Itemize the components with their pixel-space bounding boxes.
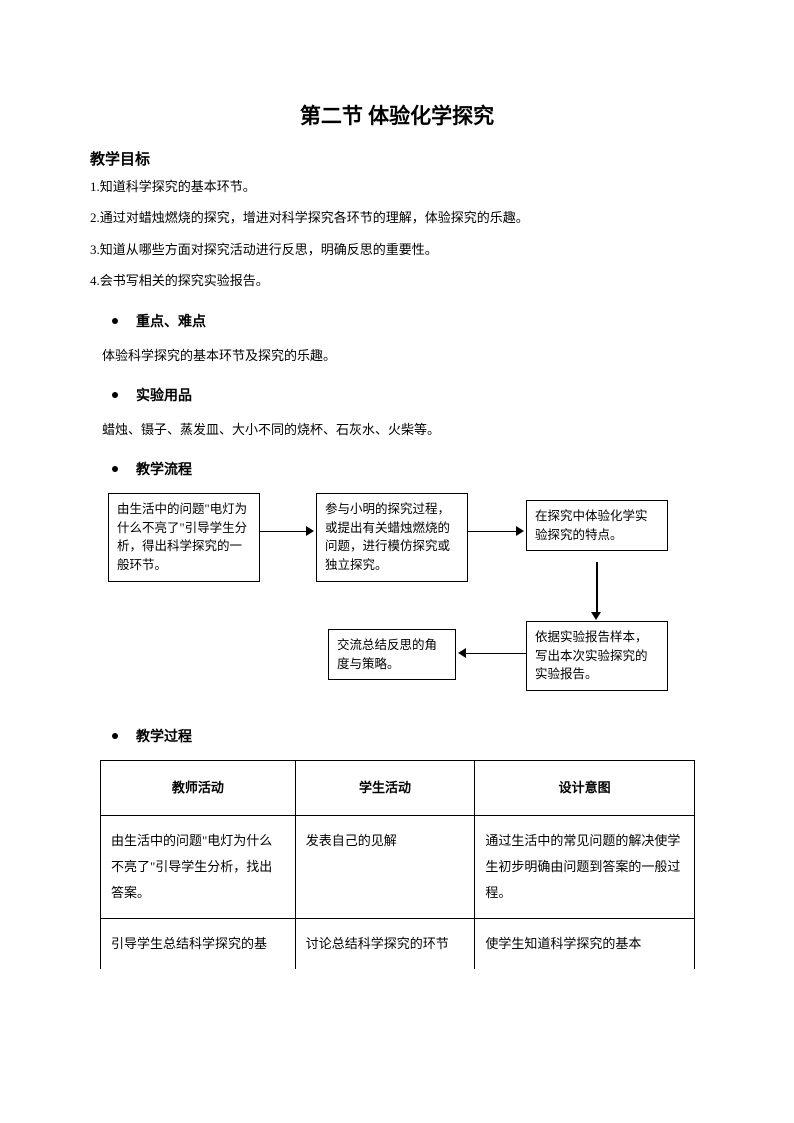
goal-2: 2.通过对蜡烛燃烧的探究，增进对科学探究各环节的理解，体验探究的乐趣。 bbox=[90, 206, 704, 229]
cell-r1c3: 通过生活中的常见问题的解决使学生初步明确由问题到答案的一般过程。 bbox=[475, 815, 695, 918]
cell-r2c1: 引导学生总结科学探究的基 bbox=[101, 918, 296, 969]
bullet-icon bbox=[112, 466, 118, 472]
goals-header: 教学目标 bbox=[90, 148, 704, 169]
process-header: 教学过程 bbox=[112, 726, 704, 746]
cell-r2c3: 使学生知道科学探究的基本 bbox=[475, 918, 695, 969]
flow-node-2: 参与小明的探究过程，或提出有关蜡烛燃烧的问题，进行模仿探究或独立探究。 bbox=[316, 493, 468, 582]
cell-r2c2: 讨论总结科学探究的环节 bbox=[295, 918, 475, 969]
col-intent: 设计意图 bbox=[475, 760, 695, 815]
edge-line bbox=[468, 531, 518, 533]
page-title: 第二节 体验化学探究 bbox=[90, 100, 704, 130]
edge-line bbox=[596, 562, 598, 614]
flow-node-1: 由生活中的问题"电灯为什么不亮了"引导学生分析，得出科学探究的一般环节。 bbox=[108, 493, 260, 582]
arrow-down-icon bbox=[591, 612, 601, 620]
materials-label: 实验用品 bbox=[136, 385, 192, 405]
cell-r1c2: 发表自己的见解 bbox=[295, 815, 475, 918]
flow-node-4: 依据实验报告样本，写出本次实验探究的实验报告。 bbox=[526, 621, 668, 691]
difficulties-label: 重点、难点 bbox=[136, 311, 206, 331]
col-teacher: 教师活动 bbox=[101, 760, 296, 815]
arrow-right-icon bbox=[306, 526, 314, 536]
flowchart-container: 由生活中的问题"电灯为什么不亮了"引导学生分析，得出科学探究的一般环节。 参与小… bbox=[108, 493, 704, 708]
flow-header: 教学流程 bbox=[112, 459, 704, 479]
arrow-right-icon bbox=[516, 526, 524, 536]
table-row: 引导学生总结科学探究的基 讨论总结科学探究的环节 使学生知道科学探究的基本 bbox=[101, 918, 695, 969]
goal-4: 4.会书写相关的探究实验报告。 bbox=[90, 269, 704, 292]
bullet-icon bbox=[112, 392, 118, 398]
difficulties-content: 体验科学探究的基本环节及探究的乐趣。 bbox=[102, 345, 704, 367]
materials-content: 蜡烛、镊子、蒸发皿、大小不同的烧杯、石灰水、火柴等。 bbox=[102, 419, 704, 441]
cell-r1c1: 由生活中的问题"电灯为什么不亮了"引导学生分析，找出答案。 bbox=[101, 815, 296, 918]
table-header-row: 教师活动 学生活动 设计意图 bbox=[101, 760, 695, 815]
table-row: 由生活中的问题"电灯为什么不亮了"引导学生分析，找出答案。 发表自己的见解 通过… bbox=[101, 815, 695, 918]
materials-header: 实验用品 bbox=[112, 385, 704, 405]
goal-1: 1.知道科学探究的基本环节。 bbox=[90, 175, 704, 198]
edge-line bbox=[260, 531, 308, 533]
flow-label: 教学流程 bbox=[136, 459, 192, 479]
goal-3: 3.知道从哪些方面对探究活动进行反思，明确反思的重要性。 bbox=[90, 238, 704, 261]
flow-node-3: 在探究中体验化学实验探究的特点。 bbox=[526, 500, 668, 552]
bullet-icon bbox=[112, 318, 118, 324]
col-student: 学生活动 bbox=[295, 760, 475, 815]
difficulties-header: 重点、难点 bbox=[112, 311, 704, 331]
process-label: 教学过程 bbox=[136, 726, 192, 746]
edge-line bbox=[464, 653, 526, 655]
bullet-icon bbox=[112, 733, 118, 739]
flow-node-5: 交流总结反思的角度与策略。 bbox=[328, 629, 456, 681]
process-table: 教师活动 学生活动 设计意图 由生活中的问题"电灯为什么不亮了"引导学生分析，找… bbox=[100, 760, 695, 969]
arrow-left-icon bbox=[458, 648, 466, 658]
